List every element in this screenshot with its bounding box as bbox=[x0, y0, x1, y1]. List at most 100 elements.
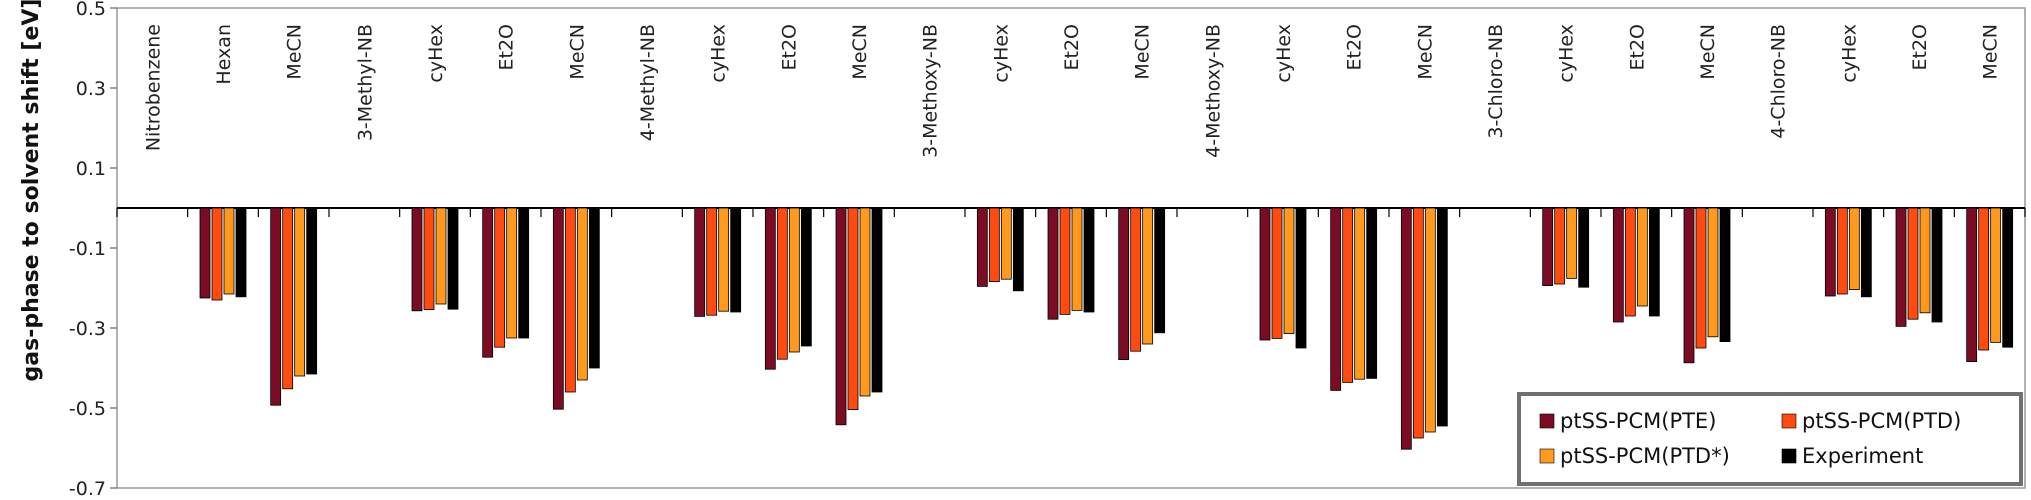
bar bbox=[1130, 207, 1142, 352]
category-label: Hexan bbox=[213, 24, 235, 85]
bar bbox=[1624, 207, 1636, 317]
bar bbox=[1295, 207, 1307, 349]
category-label: Et2O bbox=[1909, 24, 1931, 71]
category-label: cyHex bbox=[425, 24, 447, 83]
bar bbox=[1990, 207, 2002, 343]
bar bbox=[1554, 207, 1566, 285]
bar bbox=[447, 207, 459, 310]
y-axis-label: gas-phase to solvent shift [eV] bbox=[19, 0, 44, 382]
bar bbox=[730, 207, 742, 313]
bar bbox=[1354, 207, 1366, 380]
bar bbox=[294, 207, 306, 377]
category-label: cyHex bbox=[990, 24, 1012, 83]
bar bbox=[835, 207, 847, 426]
bar bbox=[423, 207, 435, 310]
bar bbox=[552, 207, 564, 410]
bar bbox=[306, 207, 318, 375]
bar bbox=[1071, 207, 1083, 311]
bar bbox=[1342, 207, 1354, 383]
category-label: cyHex bbox=[708, 24, 730, 83]
y-tick-label: -0.7 bbox=[69, 478, 106, 500]
bar bbox=[800, 207, 812, 347]
bar bbox=[1566, 207, 1578, 279]
bar bbox=[1695, 207, 1707, 349]
category-label: 4-Chloro-NB bbox=[1768, 24, 1790, 139]
bar bbox=[1578, 207, 1590, 288]
bar bbox=[2002, 207, 2014, 348]
legend-entry: Experiment bbox=[1802, 444, 1923, 468]
category-label: 3-Methoxy-NB bbox=[920, 24, 942, 158]
bar bbox=[588, 207, 600, 369]
bar bbox=[1648, 207, 1660, 317]
bar bbox=[506, 207, 518, 339]
legend-swatch bbox=[1781, 448, 1797, 464]
category-label: MeCN bbox=[1697, 24, 1719, 80]
category-label: Et2O bbox=[1626, 24, 1648, 71]
y-tick-label: 0.5 bbox=[76, 0, 106, 20]
bar bbox=[988, 207, 1000, 282]
bar bbox=[1707, 207, 1719, 338]
category-label: MeCN bbox=[1980, 24, 2002, 80]
legend-entry: ptSS-PCM(PTD) bbox=[1802, 409, 1961, 433]
legend-entry: ptSS-PCM(PTE) bbox=[1560, 409, 1716, 433]
bar bbox=[1000, 207, 1012, 280]
bar bbox=[1848, 207, 1860, 290]
bar bbox=[1118, 207, 1130, 361]
bar bbox=[482, 207, 494, 358]
bar bbox=[1400, 207, 1412, 450]
y-tick-label: -0.3 bbox=[69, 318, 106, 340]
bar bbox=[494, 207, 506, 348]
legend-swatch bbox=[1539, 413, 1555, 429]
bar bbox=[764, 207, 776, 370]
bar bbox=[1636, 207, 1648, 307]
bar bbox=[1330, 207, 1342, 391]
legend-box bbox=[1517, 392, 2023, 486]
category-label: MeCN bbox=[1132, 24, 1154, 80]
y-tick-label: 0.3 bbox=[76, 78, 106, 100]
bar bbox=[564, 207, 576, 393]
category-labels: Nitrobenzene Hexan MeCN 3-Methyl-NB cyHex Et2… bbox=[142, 24, 2001, 158]
category-label: MeCN bbox=[566, 24, 588, 80]
bar bbox=[1542, 207, 1554, 286]
bar bbox=[435, 207, 447, 305]
category-label: 4-Methoxy-NB bbox=[1202, 24, 1224, 158]
bar bbox=[411, 207, 423, 312]
category-label: MeCN bbox=[849, 24, 871, 80]
bar bbox=[1259, 207, 1271, 341]
bar bbox=[871, 207, 883, 393]
category-label: cyHex bbox=[1556, 24, 1578, 83]
y-tick-label: -0.5 bbox=[69, 398, 106, 420]
bar bbox=[1142, 207, 1154, 345]
bar bbox=[1012, 207, 1024, 292]
category-label: 3-Chloro-NB bbox=[1485, 24, 1507, 139]
category-label: MeCN bbox=[284, 24, 306, 80]
bar bbox=[1931, 207, 1943, 323]
bar bbox=[1836, 207, 1848, 295]
bar bbox=[1059, 207, 1071, 315]
category-label: Et2O bbox=[778, 24, 800, 71]
bar bbox=[1366, 207, 1378, 379]
bar bbox=[1154, 207, 1166, 334]
bar bbox=[1047, 207, 1059, 320]
bar bbox=[718, 207, 730, 312]
bar bbox=[694, 207, 706, 317]
bar bbox=[1895, 207, 1907, 327]
y-tick-label: -0.1 bbox=[69, 238, 106, 260]
legend-swatch bbox=[1539, 448, 1555, 464]
bar-groups bbox=[116, 207, 2026, 450]
bar bbox=[847, 207, 859, 411]
legend-entry: ptSS-PCM(PTD*) bbox=[1560, 444, 1730, 468]
bar bbox=[1719, 207, 1731, 343]
bar bbox=[223, 207, 235, 295]
bar bbox=[1966, 207, 1978, 363]
bar bbox=[1283, 207, 1295, 334]
bar bbox=[1612, 207, 1624, 323]
bar bbox=[1919, 207, 1931, 314]
bar bbox=[1907, 207, 1919, 320]
category-label: Et2O bbox=[1061, 24, 1083, 71]
category-label: 4-Methyl-NB bbox=[637, 24, 659, 141]
bar bbox=[1083, 207, 1095, 313]
bar bbox=[211, 207, 223, 301]
category-label: cyHex bbox=[1838, 24, 1860, 83]
